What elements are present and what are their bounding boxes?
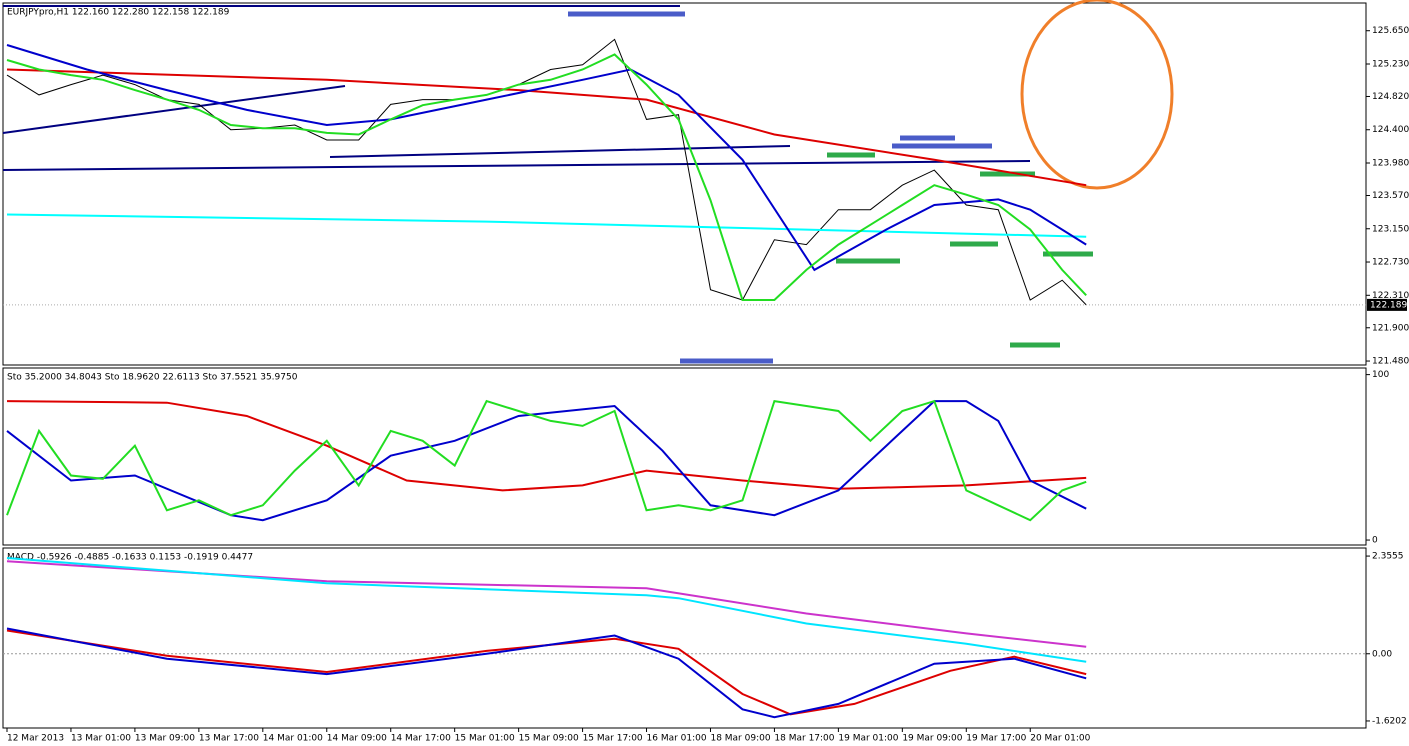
series-line — [6, 399, 1087, 522]
y-tick-label: 121.900 — [1372, 323, 1409, 333]
panel-title: MACD -0.5926 -0.4885 -0.1633 0.1153 -0.1… — [7, 553, 253, 563]
x-tick-label: 13 Mar 17:00 — [199, 734, 259, 744]
panel-title: Sto 35.2000 34.8043 Sto 18.9620 22.6113 … — [7, 373, 298, 383]
macd-panel — [2, 547, 1367, 729]
y-tick-label: 123.150 — [1372, 224, 1409, 234]
highlight-ellipse — [1020, 0, 1174, 190]
y-tick-label: -1.6202 — [1372, 716, 1407, 726]
series-line — [6, 213, 1087, 238]
x-tick-label: 14 Mar 17:00 — [391, 734, 451, 744]
price-box — [1367, 298, 1407, 311]
y-tick-label: 124.400 — [1372, 125, 1409, 135]
series-line — [6, 400, 1087, 492]
stochastic-panel — [2, 367, 1367, 546]
x-tick-label: 14 Mar 01:00 — [263, 734, 323, 744]
trend-line — [2, 85, 346, 134]
y-tick-label: 125.650 — [1372, 26, 1409, 36]
x-tick-label: 18 Mar 17:00 — [774, 734, 834, 744]
y-tick-label: 0 — [1372, 536, 1378, 546]
y-tick-label: 125.230 — [1372, 59, 1409, 69]
x-tick-label: 13 Mar 09:00 — [135, 734, 195, 744]
x-tick-label: 19 Mar 01:00 — [838, 734, 898, 744]
main-panel — [2, 2, 1367, 366]
y-tick-label: 123.570 — [1372, 191, 1409, 201]
x-tick-label: 15 Mar 09:00 — [519, 734, 579, 744]
y-tick-label: 124.820 — [1372, 92, 1409, 102]
x-tick-label: 15 Mar 01:00 — [455, 734, 515, 744]
panel-title: EURJPYpro,H1 122.160 122.280 122.158 122… — [7, 8, 230, 18]
drawn-objects — [2, 0, 1174, 364]
series-line — [6, 560, 1087, 648]
series-line — [6, 557, 1087, 663]
y-tick-label: 100 — [1372, 370, 1389, 380]
series-line — [6, 627, 1087, 719]
x-tick-label: 16 Mar 01:00 — [647, 734, 707, 744]
y-tick-label: 122.730 — [1372, 258, 1409, 268]
y-tick-label: 123.980 — [1372, 159, 1409, 169]
x-tick-label: 18 Mar 09:00 — [710, 734, 770, 744]
trend-line — [2, 160, 1031, 171]
x-tick-label: 13 Mar 01:00 — [71, 734, 131, 744]
x-tick-label: 15 Mar 17:00 — [583, 734, 643, 744]
x-tick-label: 12 Mar 2013 — [7, 734, 64, 744]
x-tick-label: 19 Mar 09:00 — [902, 734, 962, 744]
series-line — [6, 38, 1087, 306]
series-line — [6, 400, 1087, 522]
x-tick-label: 20 Mar 01:00 — [1030, 734, 1090, 744]
x-tick-label: 19 Mar 17:00 — [966, 734, 1026, 744]
y-tick-label: 2.3555 — [1372, 552, 1404, 562]
y-tick-label: 121.480 — [1372, 357, 1409, 367]
series-line — [6, 68, 1087, 187]
y-tick-label: 122.310 — [1372, 291, 1409, 301]
x-tick-label: 14 Mar 09:00 — [327, 734, 387, 744]
series-line — [6, 629, 1087, 716]
last-price: 122.189 — [1370, 300, 1407, 310]
series-line — [6, 53, 1087, 301]
trend-line — [329, 145, 791, 158]
y-tick-label: 0.00 — [1372, 649, 1392, 659]
